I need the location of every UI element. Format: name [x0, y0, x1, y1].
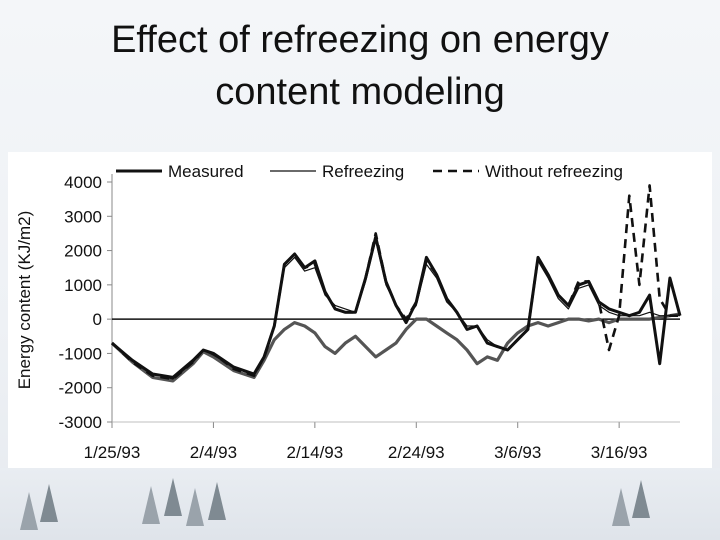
x-tick-label: 2/4/93 — [190, 443, 237, 462]
y-tick-label: -1000 — [59, 344, 102, 363]
chart-axes: 4000 3000 2000 1000 0 -1000 -2000 -3000 1/25/93 2… — [59, 173, 680, 462]
slide-title-line1: Effect of refreezing on energy — [111, 19, 609, 61]
slide-title: Effect of refreezing on energy content m… — [0, 14, 720, 118]
y-axis-label: Energy content (KJ/m2) — [15, 211, 34, 390]
y-tick-label: -2000 — [59, 379, 102, 398]
legend-label: Without refreezing — [485, 162, 623, 181]
x-tick-label: 3/6/93 — [494, 443, 541, 462]
tree-icon — [20, 492, 38, 530]
chart-panel: 4000 3000 2000 1000 0 -1000 -2000 -3000 1/25/93 2… — [8, 152, 712, 468]
tree-icon — [164, 478, 182, 516]
x-tick-label: 1/25/93 — [84, 443, 141, 462]
series-line-unlabeled — [110, 312, 681, 383]
x-tick-label: 2/14/93 — [286, 443, 343, 462]
y-tick-label: 4000 — [64, 173, 102, 192]
tree-icon — [186, 488, 204, 526]
tree-icon — [612, 488, 630, 526]
tree-icon — [40, 484, 58, 522]
y-tick-label: 3000 — [64, 207, 102, 226]
legend-label: Measured — [168, 162, 244, 181]
chart-plot-area — [110, 184, 682, 383]
tree-icon — [142, 486, 160, 524]
energy-content-chart: 4000 3000 2000 1000 0 -1000 -2000 -3000 1/25/93 2… — [15, 162, 682, 462]
y-tick-label: 2000 — [64, 242, 102, 261]
legend-label: Refreezing — [322, 162, 404, 181]
series-line-without-refreezing — [111, 184, 680, 381]
tree-icon — [632, 480, 650, 518]
slide-title-line2: content modeling — [215, 71, 505, 113]
y-tick-label: 0 — [93, 310, 102, 329]
y-tick-label: -3000 — [59, 413, 102, 432]
tree-icon — [208, 482, 226, 520]
x-tick-label: 3/16/93 — [591, 443, 648, 462]
background-scene — [0, 468, 720, 540]
chart-legend: Measured Refreezing Without refreezing — [116, 162, 623, 181]
y-tick-label: 1000 — [64, 276, 102, 295]
x-tick-label: 2/24/93 — [388, 443, 445, 462]
